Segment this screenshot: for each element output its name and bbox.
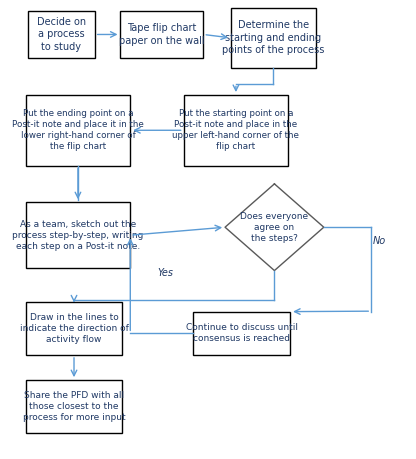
Text: Yes: Yes (158, 269, 174, 278)
FancyBboxPatch shape (26, 302, 122, 355)
Polygon shape (225, 184, 324, 270)
Text: Continue to discuss until
consensus is reached: Continue to discuss until consensus is r… (186, 323, 298, 343)
FancyBboxPatch shape (26, 95, 130, 166)
Text: Put the ending point on a
Post-it note and place it in the
lower right-hand corn: Put the ending point on a Post-it note a… (12, 109, 144, 151)
Text: Decide on
a process
to study: Decide on a process to study (37, 17, 86, 52)
Text: No: No (373, 236, 386, 246)
Text: As a team, sketch out the
process step-by-step, writing
each step on a Post-it n: As a team, sketch out the process step-b… (12, 219, 144, 251)
Text: Tape flip chart
paper on the wall: Tape flip chart paper on the wall (119, 23, 205, 45)
FancyBboxPatch shape (26, 202, 130, 268)
Text: Share the PFD with all
those closest to the
process for more input: Share the PFD with all those closest to … (23, 391, 125, 422)
FancyBboxPatch shape (183, 95, 288, 166)
Text: Put the starting point on a
Post-it note and place in the
upper left-hand corner: Put the starting point on a Post-it note… (173, 109, 300, 151)
Text: Draw in the lines to
indicate the direction of
activity flow: Draw in the lines to indicate the direct… (20, 313, 129, 344)
FancyBboxPatch shape (27, 11, 95, 58)
Text: Does everyone
agree on
the steps?: Does everyone agree on the steps? (240, 212, 309, 243)
FancyBboxPatch shape (120, 11, 203, 58)
FancyBboxPatch shape (231, 8, 316, 67)
FancyBboxPatch shape (26, 380, 122, 432)
Text: Determine the
starting and ending
points of the process: Determine the starting and ending points… (222, 21, 324, 55)
FancyBboxPatch shape (193, 312, 290, 355)
